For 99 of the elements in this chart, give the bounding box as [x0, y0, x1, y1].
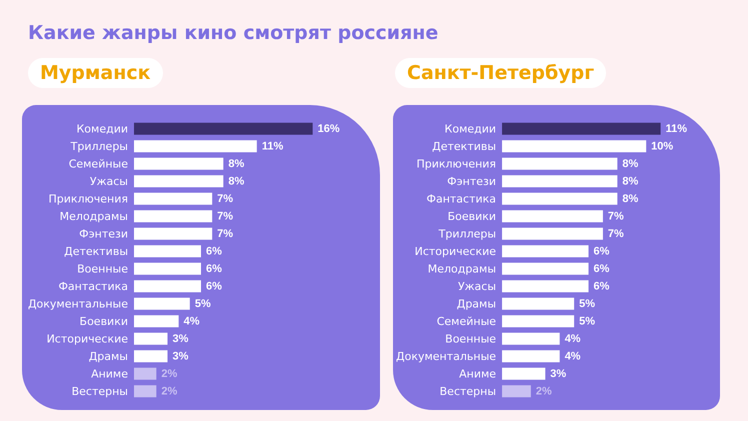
data-label: 8%	[622, 175, 638, 188]
bar	[502, 368, 546, 380]
bar	[502, 122, 661, 135]
y-tick-label: Драмы	[88, 350, 128, 363]
data-label: 7%	[217, 228, 234, 240]
y-tick-label: Приключения	[48, 192, 128, 206]
data-label: 7%	[608, 228, 624, 240]
data-label: 6%	[594, 245, 610, 258]
y-tick-label: Фантастика	[426, 192, 496, 206]
data-label: 6%	[206, 280, 222, 292]
bar	[134, 122, 313, 135]
bar	[502, 298, 574, 310]
data-label: 7%	[217, 210, 234, 222]
bar	[134, 140, 257, 152]
data-label: 8%	[228, 175, 244, 188]
data-label: 11%	[666, 122, 688, 135]
bar	[134, 315, 179, 328]
y-tick-label: Аниме	[459, 367, 496, 380]
data-label: 8%	[622, 192, 638, 205]
data-label: 2%	[161, 368, 178, 380]
y-tick-label: Фэнтези	[79, 227, 128, 240]
y-tick-label: Триллеры	[438, 227, 496, 240]
data-label: 3%	[172, 332, 189, 345]
data-label: 6%	[594, 262, 610, 275]
y-tick-label: Комедии	[444, 122, 496, 136]
bar	[502, 140, 646, 152]
y-tick-label: Мелодрамы	[428, 262, 496, 276]
y-tick-label: Вестерны	[72, 384, 128, 398]
bar	[134, 298, 190, 310]
data-label: 16%	[318, 122, 340, 135]
data-label: 10%	[651, 140, 674, 152]
bar	[502, 385, 531, 398]
data-label: 5%	[579, 315, 596, 328]
data-label: 4%	[564, 332, 581, 345]
bar	[134, 350, 168, 362]
y-tick-label: Военные	[445, 332, 496, 346]
data-label: 5%	[194, 298, 211, 310]
bar	[502, 280, 589, 292]
chart-subtitle: Мурманск	[28, 58, 163, 88]
data-label: 3%	[172, 350, 189, 362]
data-label: 8%	[622, 158, 638, 170]
y-tick-label: Триллеры	[70, 140, 128, 153]
y-tick-label: Комедии	[76, 122, 128, 136]
bar	[502, 210, 603, 222]
data-label: 2%	[536, 385, 552, 398]
bar	[502, 245, 589, 258]
data-label: 7%	[217, 192, 234, 205]
y-tick-label: Документальные	[28, 297, 128, 310]
y-tick-label: Фантастика	[58, 280, 128, 293]
y-tick-label: Семейные	[436, 314, 496, 328]
y-tick-label: Исторические	[414, 244, 496, 258]
y-tick-label: Ужасы	[90, 174, 128, 188]
bar	[134, 245, 201, 258]
data-label: 6%	[206, 245, 222, 258]
y-tick-label: Вестерны	[440, 384, 496, 398]
bar	[134, 228, 212, 240]
bar	[134, 280, 201, 292]
bar	[502, 262, 589, 275]
y-tick-label: Мелодрамы	[60, 210, 128, 223]
y-tick-label: Военные	[77, 262, 128, 276]
bar	[134, 192, 212, 205]
data-label: 11%	[262, 140, 284, 152]
bar	[502, 158, 618, 170]
bar	[502, 350, 560, 362]
y-tick-label: Драмы	[456, 297, 496, 310]
data-label: 4%	[564, 350, 581, 362]
bar	[134, 262, 201, 275]
data-label: 6%	[594, 280, 610, 292]
bar	[502, 175, 618, 188]
y-tick-label: Детективы	[432, 140, 496, 153]
y-tick-label: Боевики	[80, 314, 128, 328]
data-label: 2%	[161, 385, 178, 398]
bar	[502, 228, 603, 240]
y-tick-label: Детективы	[64, 244, 128, 258]
data-label: 6%	[206, 262, 222, 275]
y-tick-label: Фэнтези	[447, 174, 496, 188]
bar	[134, 368, 156, 380]
y-tick-label: Приключения	[416, 157, 496, 170]
bar	[134, 158, 224, 170]
bar	[502, 332, 560, 345]
y-tick-label: Аниме	[91, 367, 128, 380]
y-tick-label: Боевики	[448, 210, 496, 223]
bar	[502, 192, 618, 205]
data-label: 7%	[608, 210, 624, 222]
data-label: 5%	[579, 298, 596, 310]
bar	[502, 315, 574, 328]
bar	[134, 332, 168, 345]
data-label: 8%	[228, 158, 244, 170]
data-label: 4%	[184, 315, 200, 328]
y-tick-label: Семейные	[68, 157, 128, 170]
y-tick-label: Исторические	[46, 332, 128, 346]
y-tick-label: Ужасы	[458, 280, 496, 293]
bar	[134, 175, 224, 188]
data-label: 3%	[550, 368, 566, 380]
bar	[134, 385, 156, 398]
bar	[134, 210, 212, 222]
chart-title: Какие жанры кино смотрят россияне	[28, 22, 438, 44]
y-tick-label: Документальные	[396, 350, 496, 363]
chart-subtitle: Санкт-Петербург	[395, 58, 606, 88]
